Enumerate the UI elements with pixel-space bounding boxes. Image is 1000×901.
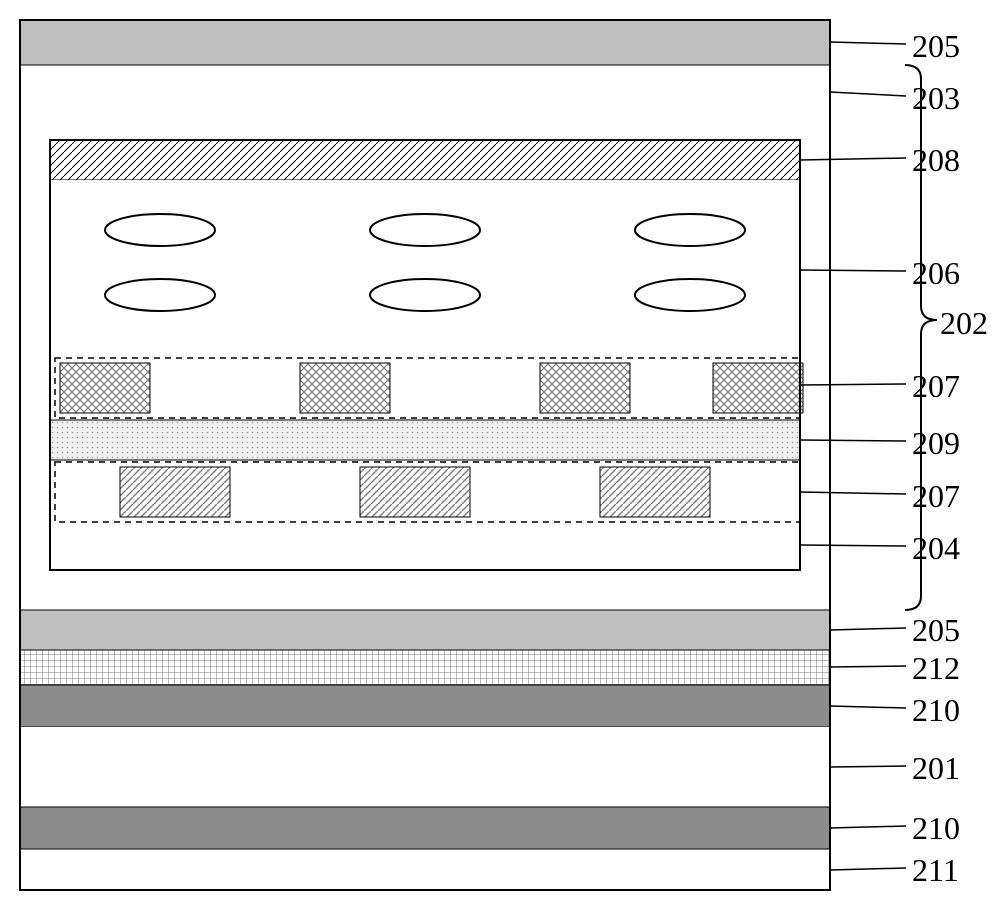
diagram-canvas: 2052032082062022072092072042052122102012… [0,0,1000,901]
diagram-svg [0,0,1000,901]
callout-label: 210 [912,810,960,847]
callout-label: 207 [912,478,960,515]
callout-label: 212 [912,650,960,687]
callout-label: 206 [912,255,960,292]
callout-label: 203 [912,80,960,117]
callout-label: 205 [912,28,960,65]
callout-label: 209 [912,425,960,462]
callout-label: 202 [940,305,988,342]
callout-label: 201 [912,750,960,787]
callout-label: 207 [912,368,960,405]
callout-label: 205 [912,612,960,649]
callout-label: 204 [912,530,960,567]
callout-label: 208 [912,142,960,179]
callout-label: 211 [912,852,959,889]
callout-label: 210 [912,692,960,729]
